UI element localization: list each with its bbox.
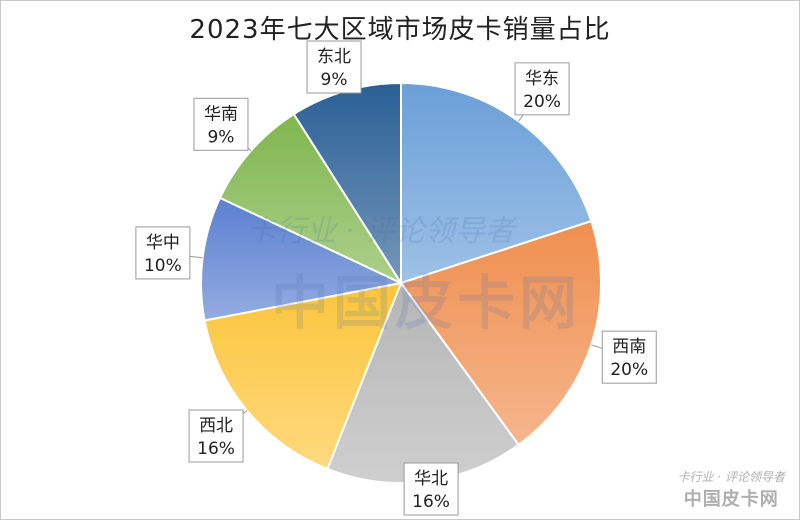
slice-label-6: 东北 (317, 47, 351, 67)
slice-value-1: 20% (610, 360, 648, 380)
pie-slice-1 (399, 219, 602, 447)
slice-label-1: 西南 (612, 337, 646, 357)
slice-value-3: 16% (197, 439, 235, 459)
pie-slice-0 (400, 81, 593, 285)
label-box-0 (514, 62, 570, 116)
label-box-1 (601, 330, 657, 384)
slice-label-0: 华东 (525, 69, 559, 89)
label-box-3 (188, 409, 244, 463)
slice-value-4: 10% (144, 256, 182, 276)
label-box-4 (135, 226, 191, 280)
slice-label-4: 华中 (146, 233, 180, 253)
pie-slice-3 (203, 281, 403, 471)
slice-value-2: 16% (412, 492, 450, 512)
pie-slice-5 (218, 112, 404, 286)
label-box-5 (193, 97, 249, 151)
slice-value-5: 9% (207, 127, 234, 147)
pie-slice-4 (200, 196, 405, 322)
slice-label-5: 华南 (204, 104, 238, 124)
slice-value-6: 9% (321, 70, 348, 90)
label-box-2 (403, 462, 459, 516)
label-box-6 (306, 40, 362, 94)
chart-title: 2023年七大区域市场皮卡销量占比 (189, 15, 611, 45)
slice-value-0: 20% (523, 92, 561, 112)
slice-label-2: 华北 (414, 469, 448, 489)
slice-label-3: 西北 (199, 416, 233, 436)
